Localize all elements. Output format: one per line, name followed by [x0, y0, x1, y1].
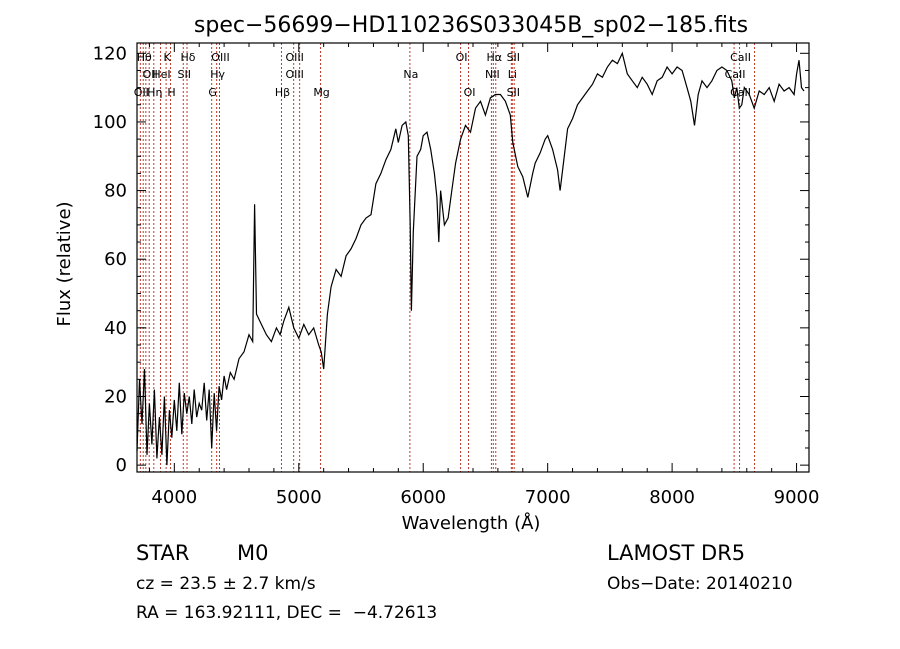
- object-class: STAR: [136, 541, 190, 565]
- spectral-line-label: Na: [403, 68, 418, 81]
- spectral-line-label: NII: [485, 68, 500, 81]
- x-tick-label: 4000: [151, 487, 197, 508]
- x-axis-label: Wavelength (Å): [402, 512, 541, 534]
- spectral-line-label: OII: [143, 68, 158, 81]
- spectral-line-label: Hδ: [181, 51, 196, 64]
- spectral-line-markers: [139, 43, 755, 472]
- spectral-line-label: SII: [507, 86, 520, 99]
- x-axis-ticks: 4000 5000 6000 7000 8000 9000: [148, 43, 820, 508]
- x-tick-label: 8000: [649, 487, 695, 508]
- spectral-line-label: OI: [456, 51, 468, 64]
- spectral-line-label: OIII: [211, 51, 229, 64]
- object-subclass: M0: [237, 541, 269, 565]
- y-axis-label: Flux (relative): [54, 201, 75, 326]
- observation-date: Obs−Date: 20140210: [607, 574, 793, 594]
- x-tick-label: 7000: [525, 487, 571, 508]
- spectral-line-label: Hα: [487, 51, 503, 64]
- redshift-cz: cz = 23.5 ± 2.7 km/s: [136, 574, 316, 594]
- plot-frame: [136, 42, 810, 473]
- survey-name: LAMOST DR5: [607, 541, 746, 565]
- y-axis-ticks: 0 20 40 60 80 100 120: [93, 43, 809, 476]
- y-tick-label: 0: [116, 455, 127, 476]
- y-tick-label: 80: [104, 181, 127, 202]
- spectral-line-label: OI: [464, 86, 476, 99]
- spectral-line-label: Hη: [147, 86, 162, 99]
- spectral-line-label: Hβ: [275, 86, 290, 99]
- coordinates: RA = 163.92111, DEC = −4.72613: [136, 603, 438, 623]
- spectral-line-labels: OIIHθOIIHηHeIKHSIIHδGHγOIIIHβOIIIOIIIMgN…: [134, 51, 751, 99]
- spectral-line-label: HeI: [152, 68, 170, 81]
- y-tick-label: 100: [93, 112, 127, 133]
- x-tick-label: 9000: [774, 487, 820, 508]
- spectral-line-label: G: [208, 86, 217, 99]
- x-tick-label: 6000: [400, 487, 446, 508]
- y-tick-label: 20: [104, 386, 127, 407]
- spectral-line-label: H: [167, 86, 175, 99]
- spectral-line-label: CaII: [725, 68, 746, 81]
- spectral-line-label: Hθ: [137, 51, 152, 64]
- y-tick-label: 40: [104, 318, 127, 339]
- spectral-line-label: Hγ: [210, 68, 225, 81]
- spectral-line-label: Li: [508, 68, 517, 81]
- spectrum-line: [136, 51, 805, 466]
- spectral-line-label: OIII: [285, 68, 303, 81]
- x-tick-label: 5000: [276, 487, 322, 508]
- spectral-line-label: CaII: [730, 51, 751, 64]
- chart-title: spec−56699−HD110236S033045B_sp02−185.fit…: [194, 13, 748, 38]
- spectral-line-label: K: [164, 51, 172, 64]
- spectral-line-label: SII: [507, 51, 520, 64]
- y-tick-label: 60: [104, 249, 127, 270]
- y-tick-label: 120: [93, 43, 127, 64]
- spectral-line-label: SII: [178, 68, 191, 81]
- spectral-line-label: Mg: [313, 86, 329, 99]
- spectral-line-label: OIII: [285, 51, 303, 64]
